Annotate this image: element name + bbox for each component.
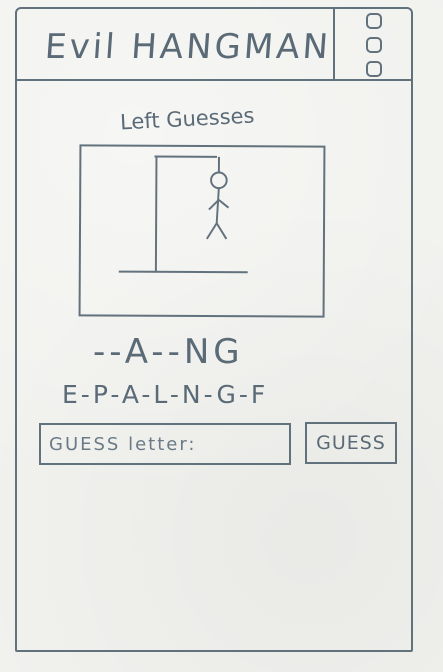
title-bar: Evil HANGMAN: [17, 9, 411, 81]
left-guesses-label: Left Guesses: [119, 103, 255, 135]
guessed-letters: E-P-A-L-N-G-F: [62, 380, 269, 409]
menu-button[interactable]: [363, 13, 385, 77]
menu-icon-dot: [366, 13, 382, 29]
hangman-right-leg: [215, 222, 228, 240]
menu-icon-dot: [366, 61, 382, 77]
gallows-pole: [154, 156, 158, 272]
app-window: Evil HANGMAN Left Guesses --A--NG E-P-A-…: [15, 7, 413, 652]
gallows-drawing: [118, 155, 248, 274]
header-divider: [333, 9, 335, 79]
hangman-left-arm: [208, 199, 220, 211]
hangman-body: [215, 188, 220, 224]
hangman-head: [210, 171, 228, 190]
guess-input[interactable]: [39, 423, 291, 465]
hangman-canvas: [78, 144, 326, 318]
gallows-base: [118, 270, 248, 274]
guess-button[interactable]: GUESS: [305, 422, 397, 464]
menu-icon-dot: [366, 37, 382, 53]
word-pattern: --A--NG: [93, 332, 244, 372]
hangman-right-arm: [218, 199, 230, 209]
app-title: Evil HANGMAN: [43, 27, 333, 67]
hangman-left-leg: [206, 222, 218, 240]
